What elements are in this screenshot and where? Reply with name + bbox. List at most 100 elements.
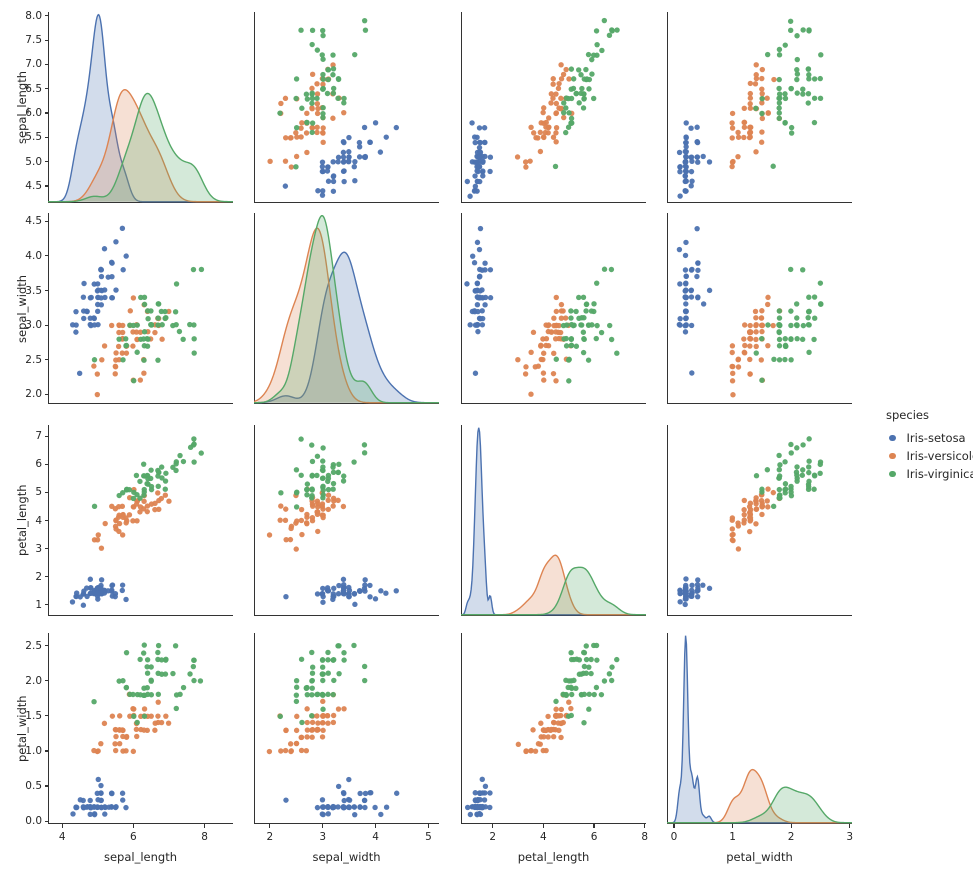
data-point — [87, 315, 93, 321]
data-point — [298, 747, 305, 754]
data-point — [609, 28, 615, 34]
data-point — [806, 458, 812, 464]
data-point — [80, 602, 87, 608]
data-point — [548, 329, 555, 335]
data-point — [467, 322, 473, 328]
data-point — [558, 95, 564, 102]
data-point — [309, 105, 315, 111]
data-point — [570, 85, 577, 92]
data-point — [576, 315, 582, 321]
data-point — [112, 741, 118, 747]
data-point — [794, 322, 800, 328]
data-point — [552, 336, 559, 342]
axes-area — [254, 12, 439, 203]
data-point — [771, 76, 777, 83]
data-point — [689, 370, 695, 376]
data-point — [695, 587, 701, 593]
legend-item-virginica[interactable]: Iris-virginica — [886, 465, 973, 483]
legend-item-versicolor[interactable]: Iris-versicolor — [886, 447, 973, 465]
data-point — [309, 41, 315, 48]
data-point — [474, 178, 481, 185]
data-point — [747, 371, 753, 377]
kde-density-sepal_length — [48, 13, 233, 203]
data-point — [81, 315, 87, 322]
data-point — [315, 188, 321, 194]
kde-line — [48, 88, 233, 203]
data-point — [753, 149, 759, 155]
data-point — [148, 664, 154, 670]
data-point — [80, 804, 87, 810]
y-tick-mark — [44, 519, 48, 522]
data-point — [361, 585, 368, 592]
legend-item-setosa[interactable]: Iris-setosa — [886, 429, 973, 447]
data-point — [340, 803, 347, 810]
data-point — [682, 139, 689, 146]
data-point — [540, 370, 547, 376]
y-tick-label: 4.5 — [25, 179, 42, 192]
data-point — [309, 726, 316, 733]
data-point — [155, 642, 162, 649]
x-tick-mark — [731, 824, 734, 828]
x-axis-label-petal_length: petal_length — [517, 850, 590, 864]
y-tick-mark — [44, 715, 48, 717]
data-point — [573, 90, 579, 97]
y-tick-label: 0.5 — [25, 780, 42, 793]
data-point — [553, 698, 559, 705]
data-point — [730, 531, 736, 538]
data-point — [475, 308, 481, 315]
y-tick-label: 8.0 — [25, 9, 42, 22]
data-point — [695, 577, 701, 583]
data-point — [759, 100, 765, 106]
pair-cell-petal_length-vs-petal_length — [461, 425, 646, 616]
data-point — [330, 495, 337, 502]
data-point — [346, 149, 352, 155]
y-axis-spine — [254, 425, 256, 616]
data-point — [340, 503, 347, 510]
data-point — [770, 322, 776, 329]
data-point — [145, 691, 151, 698]
x-axis-spine — [254, 201, 439, 203]
data-point — [293, 164, 299, 170]
x-tick-mark — [849, 824, 851, 828]
data-point — [586, 691, 592, 697]
y-tick-label: 5.0 — [25, 155, 42, 168]
data-point — [765, 294, 771, 301]
data-point — [197, 678, 204, 684]
data-point — [309, 91, 315, 97]
data-point — [394, 790, 400, 796]
pair-cell-sepal_width-vs-sepal_width — [254, 213, 439, 404]
data-point — [314, 47, 321, 53]
data-point — [601, 266, 608, 272]
data-point — [682, 601, 688, 608]
x-axis-spine — [254, 402, 439, 404]
data-point — [752, 81, 759, 87]
y-axis-spine — [667, 12, 669, 203]
data-point — [747, 329, 753, 335]
data-point — [330, 691, 336, 698]
data-point — [472, 370, 479, 376]
y-tick-mark — [44, 136, 48, 138]
data-point — [73, 329, 79, 335]
data-point — [585, 51, 592, 58]
data-point — [293, 678, 300, 684]
data-point — [101, 246, 108, 252]
x-tick-label: 5 — [425, 831, 432, 843]
data-point — [479, 287, 485, 293]
data-point — [304, 734, 310, 740]
data-point — [320, 27, 326, 34]
data-point — [112, 747, 119, 754]
data-point — [558, 712, 564, 719]
data-point — [677, 163, 683, 170]
data-point — [553, 110, 559, 117]
data-point — [475, 796, 481, 803]
data-point — [309, 649, 315, 656]
data-point — [735, 357, 741, 363]
data-point — [282, 158, 289, 164]
data-point — [568, 712, 574, 719]
data-point — [759, 308, 765, 314]
kde-density-petal_width — [667, 635, 852, 824]
data-point — [304, 719, 310, 726]
data-point — [565, 95, 572, 102]
scatter-points — [266, 436, 399, 608]
data-point — [293, 153, 300, 160]
